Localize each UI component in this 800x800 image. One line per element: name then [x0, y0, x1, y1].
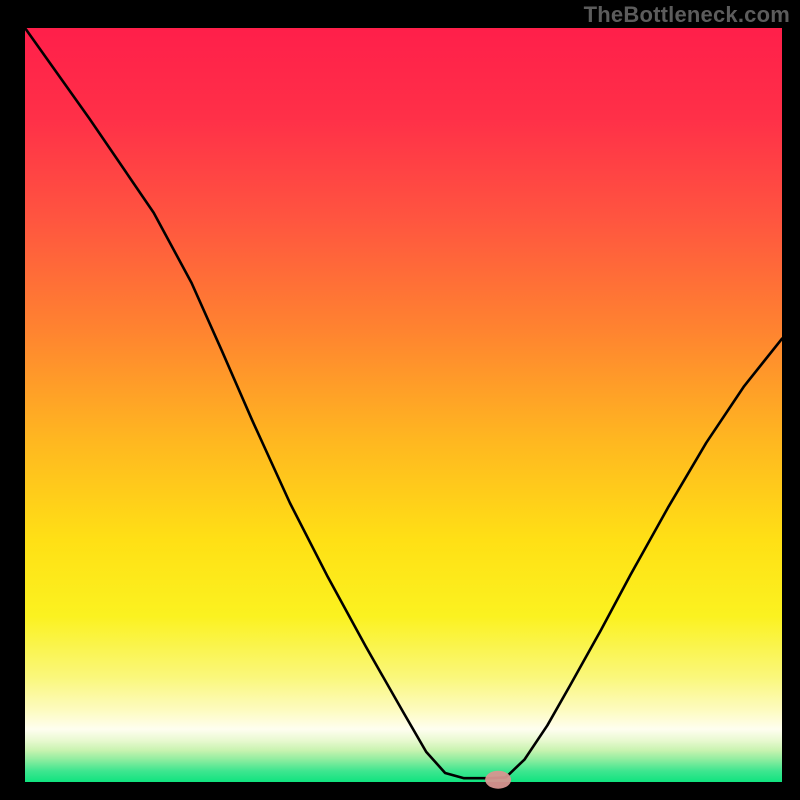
bottleneck-chart	[0, 0, 800, 800]
watermark-text: TheBottleneck.com	[584, 2, 790, 28]
plot-area	[25, 28, 782, 782]
chart-container: TheBottleneck.com	[0, 0, 800, 800]
optimal-marker	[485, 771, 511, 789]
